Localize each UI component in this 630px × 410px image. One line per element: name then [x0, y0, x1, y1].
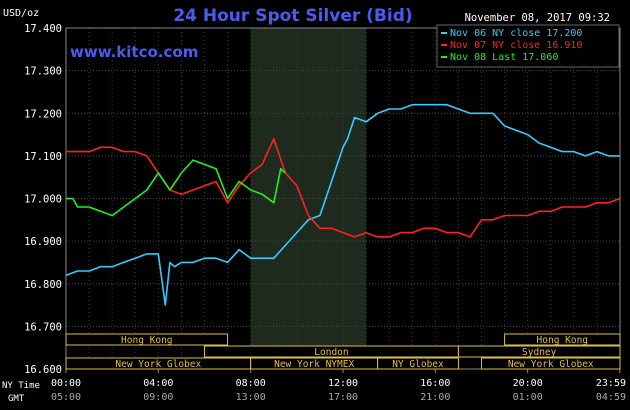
y-tick-label: 17.200	[24, 108, 62, 120]
gmt-row-label: GMT	[8, 394, 25, 404]
session-label: NY Globex	[392, 359, 444, 370]
x-tick-label-ny: 00:00	[51, 378, 81, 389]
session-label: New York Globex	[115, 359, 201, 370]
series-line-3	[66, 159, 286, 217]
chart-title: 24 Hour Spot Silver (Bid)	[173, 6, 412, 26]
x-tick-label-ny: 16:00	[420, 378, 450, 389]
session-box	[377, 357, 459, 370]
y-tick-label: 17.400	[24, 23, 62, 35]
y-tick-label: 16.800	[24, 279, 62, 291]
nymex-shaded-region	[250, 28, 367, 369]
x-tick-label-gmt: 09:00	[143, 392, 173, 403]
x-tick-label-ny: 04:00	[143, 378, 173, 389]
x-tick-label-gmt: 01:00	[513, 392, 543, 403]
y-axis-unit-label: USD/oz	[3, 8, 39, 19]
y-tick-label: 16.600	[24, 364, 62, 376]
x-tick-label-ny: 23:59	[596, 378, 626, 389]
legend-entry: Nov 07 NY close 16.910	[450, 40, 582, 51]
session-box	[481, 357, 621, 370]
website-label: www.kitco.com	[70, 43, 198, 61]
ny-time-row-label: NY Time	[2, 381, 40, 391]
x-tick-label-gmt: 04:59	[596, 392, 626, 403]
x-tick-label-gmt: 05:00	[51, 392, 81, 403]
session-label: Sydney	[522, 347, 557, 358]
legend-entry: Nov 08 Last 17.060	[450, 52, 558, 63]
y-tick-label: 17.000	[24, 194, 62, 206]
y-tick-label: 17.100	[24, 151, 62, 163]
x-tick-label-gmt: 17:00	[328, 392, 358, 403]
x-tick-label-ny: 20:00	[513, 378, 543, 389]
x-tick-label-ny: 12:00	[328, 378, 358, 389]
session-label: London	[314, 347, 348, 358]
y-tick-label: 17.300	[24, 66, 62, 78]
session-label: New York Globex	[508, 359, 594, 370]
session-box	[504, 333, 621, 346]
date-stamp: November 08, 2017 09:32	[465, 12, 610, 24]
x-tick-label-ny: 08:00	[236, 378, 266, 389]
y-tick-label: 16.700	[24, 321, 62, 333]
session-label: Hong Kong	[121, 335, 172, 346]
legend-box	[436, 24, 620, 68]
session-label: New York NYMEX	[274, 359, 354, 370]
session-box	[457, 345, 621, 358]
x-tick-label-gmt: 21:00	[420, 392, 450, 403]
y-tick-label: 16.900	[24, 236, 62, 248]
legend-entry: Nov 06 NY close 17.200	[450, 28, 582, 39]
session-label: Hong Kong	[537, 335, 588, 346]
session-box	[65, 333, 229, 346]
series-line-1	[65, 103, 620, 306]
x-tick-label-gmt: 13:00	[236, 392, 266, 403]
